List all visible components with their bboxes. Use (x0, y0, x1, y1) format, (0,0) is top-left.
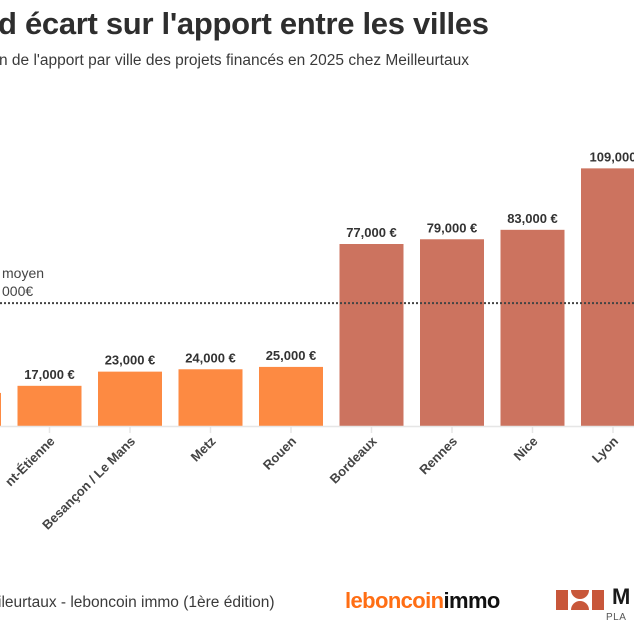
x-label-1: nt-Étienne (2, 434, 58, 490)
meilleurtaux-logo-text: M (612, 584, 631, 609)
source-note: ileurtaux - leboncoin immo (1ère édition… (0, 594, 275, 611)
bar-2 (98, 371, 162, 426)
x-label-6: Rennes (416, 434, 460, 478)
bar-0 (0, 392, 1, 426)
meilleurtaux-logo-icon (556, 590, 604, 610)
bar-4 (259, 366, 323, 426)
value-labels: 17,000 € 23,000 € 24,000 € 25,000 € 77,000 €… (24, 149, 634, 381)
x-label-2: Besançon / Le Mans (39, 434, 138, 533)
x-label-3: Metz (188, 433, 219, 464)
x-label-4: Rouen (260, 433, 299, 472)
bar-3 (178, 369, 243, 426)
chart-subtitle: n de l'apport par ville des projets fina… (0, 52, 469, 69)
mean-label-line2: 000€ (2, 283, 33, 299)
value-label-7: 83,000 € (507, 211, 558, 226)
value-label-4: 25,000 € (266, 348, 317, 363)
x-label-7: Nice (511, 434, 541, 464)
value-label-5: 77,000 € (346, 225, 397, 240)
value-label-3: 24,000 € (185, 350, 236, 365)
logo-immo-text: immo (443, 588, 501, 613)
bars-group (0, 168, 634, 426)
x-axis-ticks (48, 427, 614, 433)
bar-5 (339, 244, 404, 426)
x-label-5: Bordeaux (327, 433, 381, 487)
value-label-8: 109,000 (590, 149, 634, 164)
value-label-1: 17,000 € (24, 367, 75, 382)
mean-label-line1: moyen (2, 265, 44, 281)
bar-7 (500, 229, 565, 426)
bar-1 (17, 385, 82, 426)
chart-title: d écart sur l'apport entre les villes (0, 6, 489, 41)
logo-leboncoin-text: leboncoin (345, 588, 444, 613)
x-label-8: Lyon (589, 433, 621, 465)
bar-8 (581, 168, 634, 426)
leboncoin-immo-logo: leboncoinimmo (345, 588, 500, 614)
value-label-6: 79,000 € (427, 220, 478, 235)
meilleurtaux-logo-subtext: PLA (606, 612, 627, 623)
value-label-2: 23,000 € (105, 353, 156, 368)
bar-6 (420, 239, 484, 426)
